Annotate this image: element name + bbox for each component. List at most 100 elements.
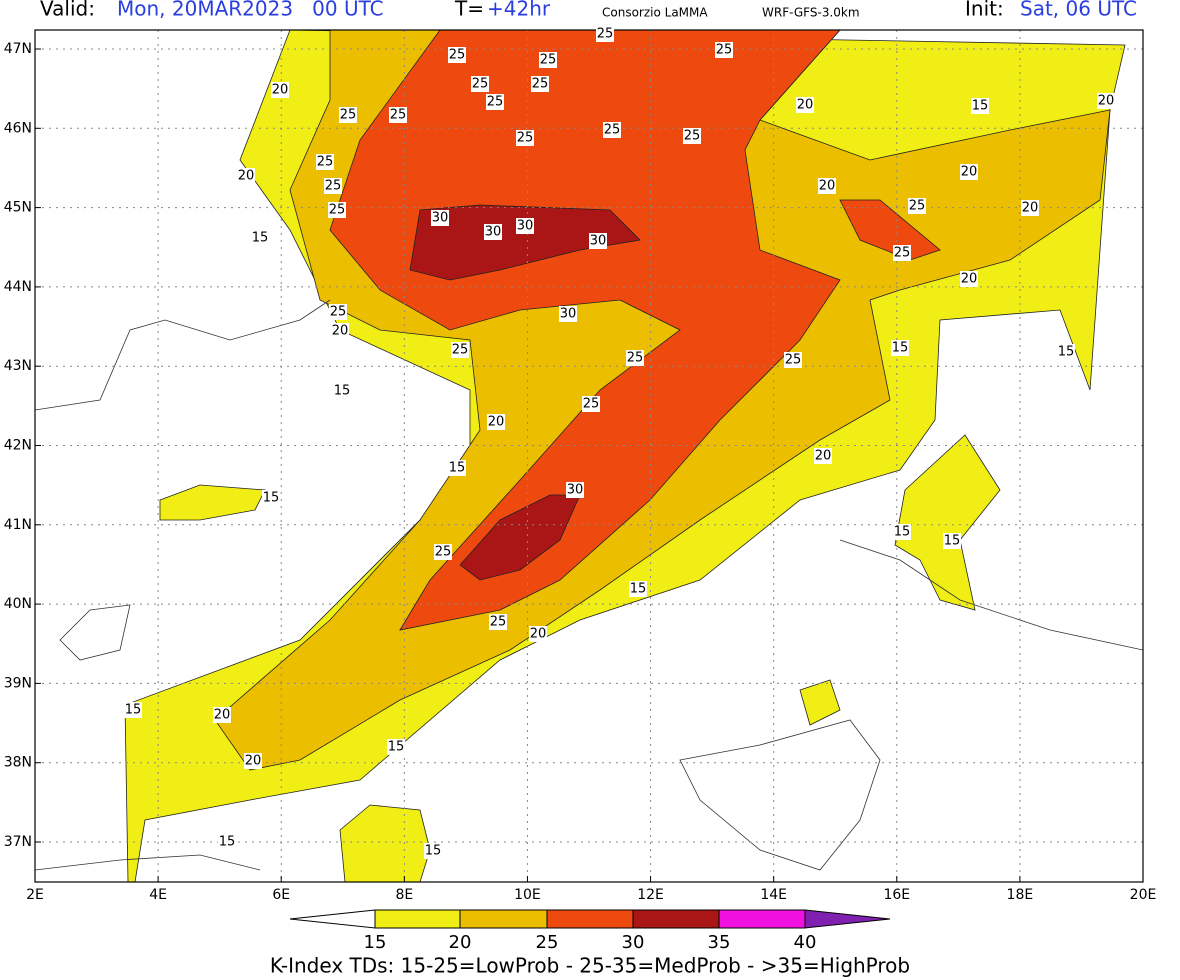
colorbar-label: 30 <box>622 932 645 953</box>
contour-label-bg <box>262 490 280 506</box>
contour-label: 15 <box>892 341 909 356</box>
contour-label: 25 <box>435 545 452 560</box>
contour-label-bg <box>516 130 534 146</box>
contour-label: 25 <box>627 351 644 366</box>
lat-label: 47N <box>4 41 32 57</box>
valid-value: Mon, 20MAR2023 00 UTC <box>117 0 384 21</box>
lon-label: 10E <box>514 887 541 903</box>
contour-label-bg <box>484 224 502 240</box>
contour-label: 15 <box>425 844 442 859</box>
footer: K-Index TDs: 15-25=LowProb - 25-35=MedPr… <box>270 954 910 978</box>
contour-label: 30 <box>432 211 449 226</box>
contour-label-bg <box>271 82 289 98</box>
contour-label: 15 <box>388 740 405 755</box>
lon-label: 6E <box>272 887 290 903</box>
init-label: Init: <box>965 0 1004 21</box>
contour-label-bg <box>487 414 505 430</box>
contour-label-bg <box>124 702 142 718</box>
contour-label: 15 <box>449 461 466 476</box>
lat-label: 40N <box>4 596 32 612</box>
contour-label-bg <box>1021 200 1039 216</box>
lat-label: 44N <box>4 279 32 295</box>
contour-label-bg <box>516 218 534 234</box>
contour-label: 15 <box>894 525 911 540</box>
contour-label: 25 <box>532 77 549 92</box>
lat-label: 37N <box>4 834 32 850</box>
contour-label-bg <box>818 178 836 194</box>
contour-label: 25 <box>716 43 733 58</box>
contour-label-bg <box>971 98 989 114</box>
contour-label: 15 <box>263 491 280 506</box>
contour-label: 25 <box>325 179 342 194</box>
contour-label: 25 <box>517 131 534 146</box>
contour-label-bg <box>796 97 814 113</box>
contour-label-bg <box>603 122 621 138</box>
lon-label: 8E <box>395 887 413 903</box>
contour-label: 30 <box>590 234 607 249</box>
contour-label-bg <box>539 52 557 68</box>
colorbar-label: 20 <box>449 932 472 953</box>
contour-label-bg <box>328 202 346 218</box>
contour-label: 25 <box>452 343 469 358</box>
contour-label: 25 <box>909 199 926 214</box>
contour-label: 25 <box>317 155 334 170</box>
contour-label-bg <box>559 306 577 322</box>
contour-label-bg <box>329 304 347 320</box>
contour-label-bg <box>244 753 262 769</box>
lat-label: 39N <box>4 675 32 691</box>
contour-label-bg <box>448 47 466 63</box>
contour-label: 25 <box>329 203 346 218</box>
lat-label: 41N <box>4 517 32 533</box>
init-value: Sat, 06 UTC <box>1020 0 1137 21</box>
lon-label: 18E <box>1007 887 1034 903</box>
contour-label: 25 <box>604 123 621 138</box>
contour-label-bg <box>683 128 701 144</box>
map-frame <box>34 29 1144 883</box>
contour-label: 25 <box>785 353 802 368</box>
contour-label: 30 <box>567 483 584 498</box>
contour-label-bg <box>471 76 489 92</box>
contour-label: 20 <box>797 98 814 113</box>
lat-label: 42N <box>4 438 32 454</box>
contour-label: 20 <box>815 449 832 464</box>
contour-label: 20 <box>332 324 349 339</box>
contour-label: 25 <box>597 27 614 42</box>
lon-label: 14E <box>760 887 787 903</box>
contour-label-bg <box>596 26 614 42</box>
contour-label-bg <box>629 581 647 597</box>
contour-label-bg <box>784 352 802 368</box>
contour-label-bg <box>387 739 405 755</box>
contour-label-bg <box>316 154 334 170</box>
contour-label: 20 <box>530 627 547 642</box>
map-fill <box>35 30 1143 882</box>
lon-label: 2E <box>26 887 44 903</box>
contour-label-bg <box>529 626 547 642</box>
contour-label-bg <box>893 245 911 261</box>
colorbar-label: 35 <box>708 932 731 953</box>
lat-label: 45N <box>4 200 32 216</box>
contour-label: 20 <box>961 165 978 180</box>
contour-label-bg <box>237 168 255 184</box>
contour-label: 20 <box>961 272 978 287</box>
contour-label-bg <box>424 843 442 859</box>
contour-label: 25 <box>449 48 466 63</box>
contour-label-bg <box>324 178 342 194</box>
colorbar-label: 25 <box>536 932 559 953</box>
contour-label-bg <box>339 107 357 123</box>
contour-label-bg <box>1097 93 1115 109</box>
contour-label-bg <box>531 76 549 92</box>
contour-label: 15 <box>219 835 236 850</box>
contour-label: 30 <box>517 219 534 234</box>
contour-label: 20 <box>238 169 255 184</box>
contour-label-bg <box>814 448 832 464</box>
contour-label: 25 <box>490 615 507 630</box>
contour-label-bg <box>626 350 644 366</box>
contour-label: 20 <box>245 754 262 769</box>
contour-label-bg <box>908 198 926 214</box>
contour-label-bg <box>960 164 978 180</box>
contour-label: 15 <box>972 99 989 114</box>
contour-label: 20 <box>819 179 836 194</box>
contour-label-bg <box>251 230 269 246</box>
contour-label: 25 <box>583 397 600 412</box>
